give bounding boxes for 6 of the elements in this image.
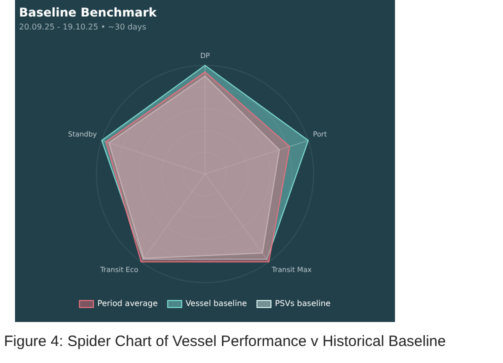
- legend-label: PSVs baseline: [274, 299, 331, 308]
- caption: Figure 4: Spider Chart of Vessel Performance v Historical Baseline: [4, 333, 446, 350]
- chart-subtitle: 20.09.25 - 19.10.25 • ~30 days: [19, 22, 146, 32]
- chart-title: Baseline Benchmark: [19, 5, 158, 20]
- legend-label: Period average: [97, 299, 158, 308]
- legend-label: Vessel baseline: [186, 299, 248, 308]
